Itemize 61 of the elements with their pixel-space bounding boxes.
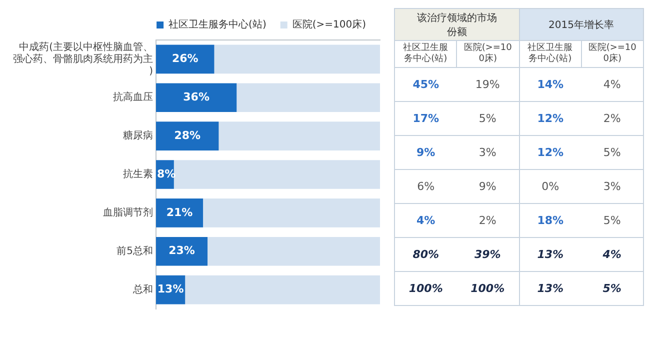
bar	[156, 44, 214, 74]
text: 4%	[581, 68, 644, 102]
y-tick-label: 糖尿病	[123, 130, 153, 142]
text: 17%	[394, 102, 457, 136]
y-tick-label: 总和	[132, 283, 153, 296]
text: 12%	[519, 136, 582, 170]
text: 4%	[394, 204, 457, 238]
text: 0%	[519, 170, 582, 204]
text: 80%	[394, 238, 457, 272]
bar	[174, 160, 380, 189]
text: 2%	[456, 204, 519, 238]
text: 医院(>=100床)	[456, 40, 519, 68]
bar	[214, 44, 380, 74]
text: 45%	[394, 68, 457, 102]
text: 社区卫生服务中心(站)	[394, 40, 457, 68]
data-label: 13%	[157, 282, 184, 296]
bar	[185, 275, 380, 304]
data-label: 23%	[168, 244, 195, 258]
text: 100%	[456, 272, 519, 306]
text: 医院(>=100床)	[581, 40, 644, 68]
text: 5%	[581, 204, 644, 238]
text: 该治疗领域的市场份额	[394, 8, 519, 40]
text: 社区卫生服务中心(站)	[519, 40, 582, 68]
legend-label: 社区卫生服务中心(站)	[168, 18, 266, 31]
text: 14%	[519, 68, 582, 102]
bar	[236, 83, 380, 112]
text: 19%	[456, 68, 519, 102]
bar	[156, 122, 219, 150]
text: 2015年增长率	[519, 8, 644, 40]
data-label: 21%	[166, 206, 193, 219]
text: 9%	[394, 136, 457, 170]
y-tick-label: 血脂调节剂	[103, 206, 153, 219]
text: 4%	[581, 238, 644, 272]
bar	[203, 198, 380, 228]
text: 13%	[519, 272, 582, 306]
text: 5%	[581, 272, 644, 306]
y-tick-label: 抗高血压	[113, 91, 153, 104]
data-label: 28%	[174, 128, 201, 142]
bar	[208, 236, 380, 266]
data-label: 26%	[172, 52, 198, 66]
text: 2%	[581, 102, 644, 136]
text: 5%	[581, 136, 644, 170]
text: 100%	[394, 272, 457, 306]
y-tick-label: 抗生素	[123, 168, 153, 180]
text: 3%	[456, 136, 519, 170]
text: 18%	[519, 204, 582, 238]
text: 6%	[394, 170, 457, 204]
bar	[156, 198, 204, 228]
data-label: 36%	[183, 90, 210, 104]
text: 13%	[519, 238, 582, 272]
legend-label: 医院(>=100床)	[292, 18, 366, 31]
text: 5%	[456, 102, 519, 136]
bar	[156, 236, 208, 266]
text: 3%	[581, 170, 644, 204]
y-tick-label: 前5总和	[116, 244, 153, 257]
y-tick-label: 中成药(主要以中枢性脑血管、强心药、骨骼肌肉系统用药为主)	[13, 40, 154, 77]
bar	[156, 83, 237, 112]
text: 12%	[519, 102, 582, 136]
bar	[218, 122, 380, 150]
text: 9%	[456, 170, 519, 204]
text: 39%	[456, 238, 519, 272]
